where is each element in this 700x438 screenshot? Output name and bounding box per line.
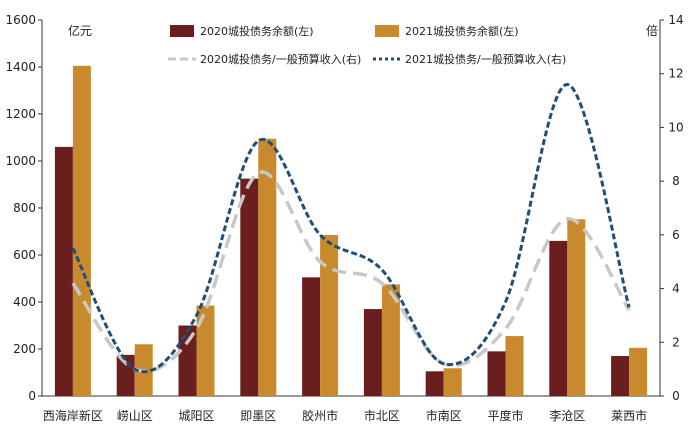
left-axis-unit: 亿元	[68, 23, 92, 38]
left-tick-label: 1200	[5, 107, 36, 121]
bar	[363, 309, 382, 396]
legend-label: 2021城投债务余额(左)	[405, 24, 519, 38]
bar	[240, 178, 259, 396]
right-tick-label: 4	[672, 282, 680, 296]
category-label: 胶州市	[302, 408, 338, 423]
category-label: 西海岸新区	[43, 408, 103, 423]
legend-label: 2020城投债务/一般预算收入(右)	[200, 52, 361, 66]
category-label: 市南区	[426, 408, 462, 423]
bar	[567, 219, 586, 396]
bar	[320, 235, 339, 396]
left-tick-label: 800	[13, 201, 36, 215]
axes-layer: 0 200 400 600 800 1000 1200 1400 1600 0 2 4 6 8 10 12 14…	[5, 13, 683, 423]
left-tick-label: 600	[13, 248, 36, 262]
legend-label: 2020城投债务余额(左)	[200, 24, 314, 38]
left-tick-label: 1400	[5, 60, 36, 74]
bar	[302, 277, 321, 396]
right-tick-label: 2	[672, 335, 680, 349]
category-label: 城阳区	[178, 409, 214, 423]
bar	[54, 146, 73, 396]
category-label: 崂山区	[117, 409, 153, 423]
bar	[629, 347, 648, 396]
right-tick-label: 6	[672, 228, 680, 242]
right-axis-unit: 倍	[646, 23, 658, 38]
bar	[258, 138, 277, 397]
bar	[487, 351, 506, 396]
right-tick-label: 0	[672, 389, 680, 403]
legend-label: 2021城投债务/一般预算收入(右)	[405, 52, 566, 66]
category-label: 平度市	[487, 408, 523, 423]
bar	[443, 368, 462, 396]
category-label: 市北区	[364, 408, 400, 423]
legend: 2020城投债务余额(左) 2021城投债务余额(左) 2020城投债务/一般预算收…	[168, 24, 566, 66]
left-tick-label: 400	[13, 295, 36, 309]
left-tick-label: 0	[28, 389, 36, 403]
category-label: 即墨区	[240, 409, 276, 423]
bar	[611, 356, 630, 396]
bar	[505, 336, 524, 396]
series-line	[71, 82, 631, 374]
bar	[72, 65, 91, 396]
bar	[178, 325, 197, 396]
category-label: 莱西市	[611, 408, 647, 423]
right-tick-label: 8	[672, 174, 680, 188]
bars-layer	[54, 65, 648, 397]
right-tick-label: 12	[668, 67, 683, 81]
left-tick-label: 200	[13, 342, 36, 356]
left-tick-label: 1000	[5, 154, 36, 168]
bar	[381, 284, 400, 396]
series-line	[71, 170, 631, 373]
bar	[549, 240, 568, 396]
right-tick-label: 10	[668, 120, 683, 134]
right-tick-label: 14	[668, 13, 683, 27]
left-tick-label: 1600	[5, 13, 36, 27]
lines-layer	[71, 82, 631, 374]
legend-swatch	[375, 25, 399, 37]
category-label: 李沧区	[549, 408, 585, 423]
legend-swatch	[170, 25, 194, 37]
bar	[425, 371, 444, 396]
bar	[196, 305, 215, 396]
